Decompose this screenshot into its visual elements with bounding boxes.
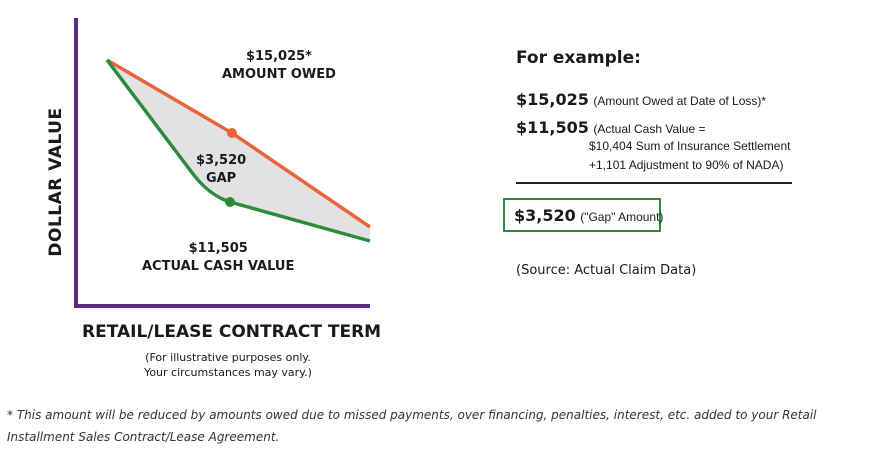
acv-note-line-1: (Actual Cash Value = (593, 122, 706, 136)
amount-owed-marker (227, 128, 237, 138)
illustrative-note-line: Your circumstances may vary.) (144, 366, 312, 379)
amount-owed-label: AMOUNT OWED (222, 67, 336, 82)
y-axis-label: DOLLAR VALUE (46, 107, 66, 257)
gap-note: ("Gap" Amount) (580, 210, 664, 224)
acv-amount: $11,505 (516, 118, 589, 137)
owed-row: $15,025 (Amount Owed at Date of Loss)* (516, 90, 766, 110)
illustrative-note: (For illustrative purposes only. Your ci… (128, 350, 328, 380)
acv-note-line-3: +1,101 Adjustment to 90% of NADA) (589, 158, 784, 172)
gap-callout: $3,520 GAP (196, 152, 246, 188)
footnote: * This amount will be reduced by amounts… (7, 408, 817, 444)
example-heading: For example: (516, 48, 641, 68)
source-note: (Source: Actual Claim Data) (516, 263, 697, 278)
gap-diagram (74, 18, 371, 308)
gap-result-box (503, 198, 661, 232)
owed-amount: $15,025 (516, 90, 589, 109)
owed-note: (Amount Owed at Date of Loss)* (593, 94, 767, 108)
gap-row: $3,520 ("Gap" Amount) (514, 206, 663, 226)
acv-row: $11,505 (Actual Cash Value = (516, 118, 706, 138)
gap-value: $3,520 (196, 153, 247, 168)
acv-callout: $11,505 ACTUAL CASH VALUE (142, 240, 294, 276)
acv-note-line-2: $10,404 Sum of Insurance Settlement (589, 139, 791, 153)
acv-label: ACTUAL CASH VALUE (142, 259, 295, 274)
amount-owed-value: $15,025* (245, 49, 312, 64)
acv-value: $11,505 (188, 241, 248, 256)
gap-amount: $3,520 (514, 206, 576, 225)
illustrative-note-line: (For illustrative purposes only. (145, 351, 311, 364)
gap-area (107, 60, 370, 241)
sum-divider (516, 182, 792, 184)
gap-label: GAP (205, 171, 237, 186)
amount-owed-callout: $15,025* AMOUNT OWED (222, 48, 336, 84)
x-axis-label: RETAIL/LEASE CONTRACT TERM (82, 322, 382, 342)
acv-marker (225, 197, 235, 207)
